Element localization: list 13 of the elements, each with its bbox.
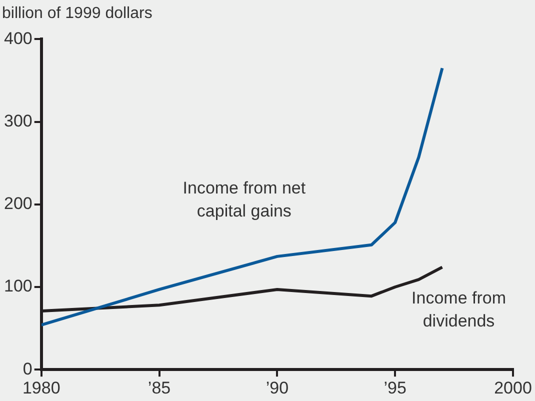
x-tick-label: 1980 [22,378,60,398]
x-tick-label: ’90 [266,378,289,398]
series-label: Income from net capital gains [182,178,306,220]
y-axis-title: billion of 1999 dollars [2,5,152,22]
y-tick-label: 400 [4,28,32,48]
series-label: Income from dividends [412,288,506,330]
y-tick-label: 0 [22,359,32,378]
x-tick-label: ’85 [148,378,171,398]
x-tick-label: 2000 [494,378,532,398]
y-tick-label: 100 [4,276,32,296]
x-tick-label: ’95 [384,378,406,398]
y-tick-label: 300 [4,111,32,130]
y-tick-label: 200 [4,194,32,214]
